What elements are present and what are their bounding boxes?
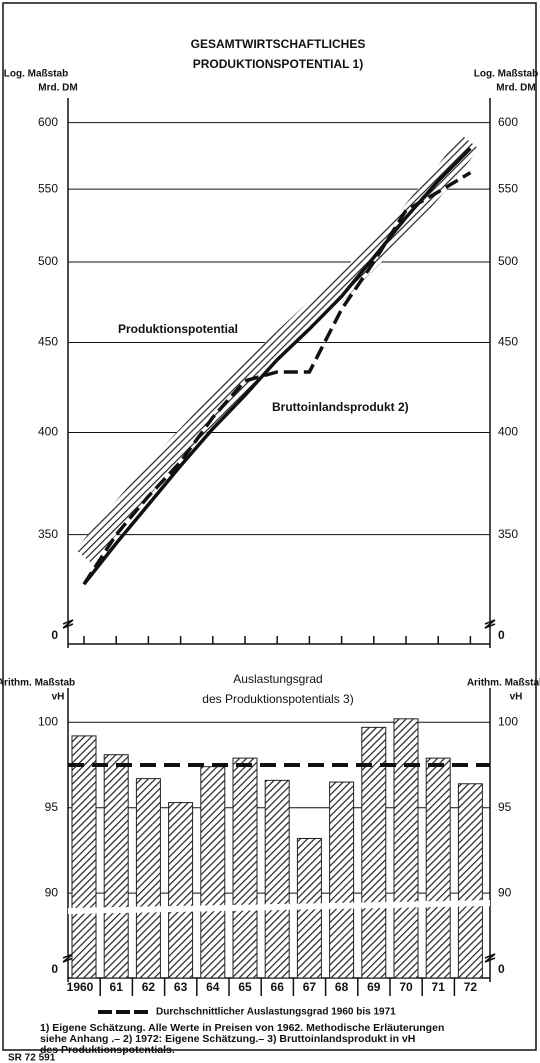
y2-tick-label: 600 xyxy=(498,115,518,129)
x-tick-label: 66 xyxy=(271,980,285,994)
y-tick-label: 350 xyxy=(38,527,58,541)
y-tick-label: 550 xyxy=(38,181,58,195)
footnote: des Produktionspotentials. xyxy=(40,1044,175,1056)
series-line xyxy=(82,147,472,586)
bar xyxy=(393,718,419,979)
x-tick-label: 61 xyxy=(110,980,124,994)
bar xyxy=(425,757,451,979)
break-label: 0 xyxy=(51,628,58,642)
y2-tick-label: 400 xyxy=(498,425,518,439)
y-tick-label: 600 xyxy=(38,115,58,129)
y-tick-label: 95 xyxy=(45,800,59,814)
chart-title: Auslastungsgrad xyxy=(233,672,322,686)
bar xyxy=(264,779,290,979)
series-line xyxy=(82,171,472,586)
y2-tick-label: 350 xyxy=(498,527,518,541)
bar xyxy=(329,781,355,979)
break-label: 0 xyxy=(498,962,505,976)
axis-break xyxy=(484,619,496,629)
y2-tick-label: 500 xyxy=(498,254,518,268)
y2-tick-label: 450 xyxy=(498,335,518,349)
y-tick-label: 450 xyxy=(38,335,58,349)
legend-label: Durchschnittlicher Auslastungsgrad 1960 … xyxy=(156,1007,396,1018)
y2-tick-label: 90 xyxy=(498,885,512,899)
y2-axis-label: Log. Maßstab xyxy=(474,69,538,80)
x-tick-label: 68 xyxy=(335,980,349,994)
bar xyxy=(232,757,258,979)
bar xyxy=(200,766,226,979)
y-tick-label: 500 xyxy=(38,254,58,268)
axis-break-band xyxy=(68,900,490,914)
y2-tick-label: 95 xyxy=(498,800,512,814)
x-tick-label: 62 xyxy=(142,980,156,994)
y-axis-label: vH xyxy=(52,692,65,703)
break-label: 0 xyxy=(51,962,58,976)
series-label: Produktionspotential xyxy=(118,322,238,336)
bar xyxy=(361,726,387,979)
y2-axis-label: vH xyxy=(510,692,523,703)
y-axis-label: Arithm. Maßstab xyxy=(0,678,75,689)
y-tick-label: 100 xyxy=(38,714,58,728)
y-axis-label: Mrd. DM xyxy=(38,83,77,94)
bar xyxy=(135,778,161,979)
x-tick-label: 65 xyxy=(238,980,252,994)
x-tick-label: 67 xyxy=(303,980,317,994)
x-tick-label: 72 xyxy=(464,980,478,994)
x-tick-label: 1960 xyxy=(67,980,94,994)
footnote: siehe Anhang .– 2) 1972: Eigene Schätzun… xyxy=(40,1033,415,1045)
bar xyxy=(457,783,483,979)
y2-tick-label: 550 xyxy=(498,181,518,195)
series-line xyxy=(75,135,479,564)
break-label: 0 xyxy=(498,628,505,642)
bar xyxy=(168,802,194,979)
x-tick-label: 64 xyxy=(206,980,220,994)
source-code: SR 72 591 xyxy=(8,1053,56,1063)
chart-title: des Produktionspotentials 3) xyxy=(202,692,353,706)
y-axis-label: Log. Maßstab xyxy=(4,69,68,80)
axis-break xyxy=(62,619,74,629)
y-tick-label: 400 xyxy=(38,425,58,439)
series-label: Bruttoinlandsprodukt 2) xyxy=(272,400,409,414)
x-tick-label: 70 xyxy=(399,980,413,994)
bar xyxy=(71,735,97,979)
x-tick-label: 63 xyxy=(174,980,188,994)
y2-axis-label: Arithm. Maßstab xyxy=(467,678,540,689)
x-tick-label: 71 xyxy=(432,980,446,994)
chart-title: PRODUKTIONSPOTENTIAL 1) xyxy=(193,57,363,71)
y-tick-label: 90 xyxy=(45,885,59,899)
bar xyxy=(103,754,129,979)
axis-break xyxy=(484,953,496,963)
y2-axis-label: Mrd. DM xyxy=(496,83,535,94)
axis-break xyxy=(62,953,74,963)
x-tick-label: 69 xyxy=(367,980,381,994)
chart-title: GESAMTWIRTSCHAFTLICHES xyxy=(191,37,366,51)
footnote: 1) Eigene Schätzung. Alle Werte in Preis… xyxy=(40,1022,444,1034)
y2-tick-label: 100 xyxy=(498,714,518,728)
frame xyxy=(2,2,537,1051)
